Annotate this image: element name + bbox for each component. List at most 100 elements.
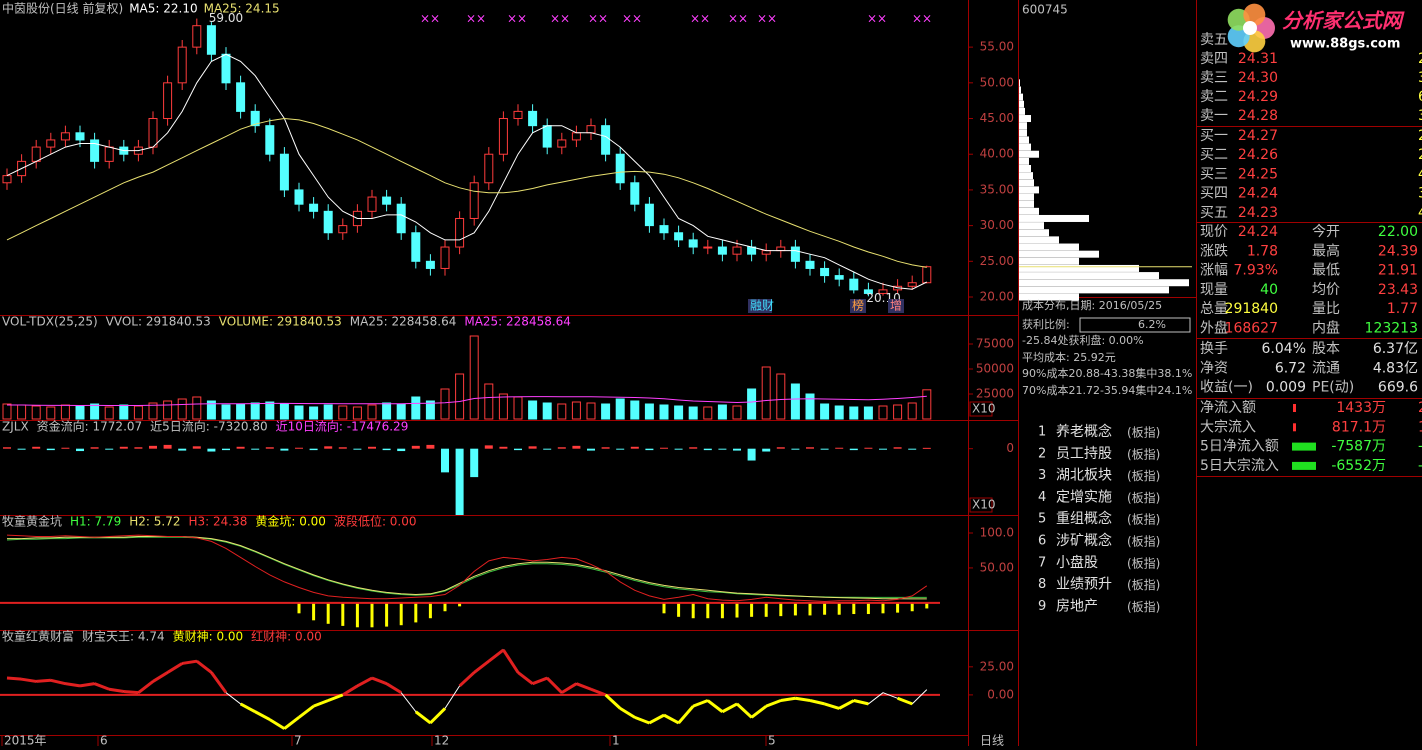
signal-mark: ×× <box>690 12 710 26</box>
concept-tag: (板指) <box>1127 425 1160 440</box>
y-tick-label: 75000 <box>976 337 1014 351</box>
chip-bar <box>1019 143 1031 151</box>
multiplier-box <box>969 401 993 417</box>
quote-cell: 817.1万 <box>1332 419 1386 435</box>
wealth-segment <box>750 704 768 719</box>
flow-bar <box>484 445 493 449</box>
wealth-segment <box>429 707 447 725</box>
quote-cell: 425 <box>1418 205 1422 221</box>
flow-bar <box>163 444 172 449</box>
stock-code: 600745 <box>1022 3 1068 17</box>
quote-cell: 669.6 <box>1378 380 1418 396</box>
chart-header: MA5: 22.10 <box>129 2 197 16</box>
candle-body <box>31 146 41 162</box>
volume-bar <box>2 403 12 420</box>
quote-cell: 股本 <box>1312 341 1340 357</box>
candle-body <box>659 225 669 234</box>
logo-center <box>1243 21 1257 35</box>
candle-body <box>717 246 727 255</box>
flow-bar <box>616 448 625 450</box>
candle-body <box>630 182 640 205</box>
quote-cell: 168627 <box>1225 321 1278 337</box>
quote-cell: 最高 <box>1312 242 1340 259</box>
flow-indicator <box>1293 423 1296 432</box>
volume-bar <box>557 403 567 420</box>
quote-cell: 24.27 <box>1238 128 1278 144</box>
panel-header: H2: 5.72 <box>129 515 180 529</box>
quote-cell: 涨跌 <box>1200 243 1228 259</box>
panel-header: VOLUME: 291840.53 <box>219 315 342 329</box>
volume-bar <box>863 406 873 420</box>
volume-bar <box>834 405 844 420</box>
quote-cell: 21 <box>1418 51 1422 67</box>
flow-indicator <box>1292 442 1316 451</box>
quote-cell: 2% <box>1418 400 1422 416</box>
wealth-segment <box>809 699 825 706</box>
wealth-segment <box>313 699 329 708</box>
concept-num: 1 <box>1038 425 1046 440</box>
wealth-segment <box>648 713 665 725</box>
flow-bar <box>280 448 289 451</box>
candle-body <box>834 275 844 280</box>
quote-cell: PE(动) <box>1312 380 1354 396</box>
wealth-segment <box>677 705 695 724</box>
wealth-segment <box>181 659 198 665</box>
wealth-segment <box>6 676 22 681</box>
chip-bar <box>1019 172 1033 180</box>
wealth-segment <box>356 676 373 688</box>
multiplier-box <box>969 497 993 513</box>
volume-bar <box>396 403 406 420</box>
flow-bar <box>733 448 741 451</box>
volume-bar <box>761 366 771 420</box>
flow-bar <box>411 445 420 449</box>
volume-bar <box>338 405 348 420</box>
flow-bar <box>76 448 84 452</box>
panel-header: VOL-TDX(25,25) <box>2 315 98 329</box>
quote-cell: 24.30 <box>1238 70 1278 86</box>
chip-bar <box>1019 214 1089 222</box>
flow-bar <box>776 447 785 449</box>
quote-cell: 卖四 <box>1200 51 1228 67</box>
quote-cell: 6.04% <box>1262 341 1306 357</box>
volume-bar <box>732 405 742 420</box>
candle-body <box>805 260 815 269</box>
quote-cell: 1.77 <box>1387 301 1418 317</box>
flow-bar <box>236 446 245 449</box>
volume-bar <box>309 406 319 420</box>
quote-cell: 买五 <box>1200 205 1228 221</box>
concept-num: 3 <box>1038 468 1046 483</box>
quote-cell: 24.25 <box>1238 166 1278 182</box>
candle-body <box>367 196 377 212</box>
chip-info: 平均成本: 25.92元 <box>1022 350 1116 364</box>
candle-body <box>922 266 932 284</box>
volume-bar <box>411 396 421 420</box>
volume-bar <box>163 400 173 420</box>
volume-bar <box>776 373 786 420</box>
concept-num: 8 <box>1038 577 1046 592</box>
y-tick-label: 20.00 <box>980 290 1014 304</box>
wealth-segment <box>210 671 228 694</box>
volume-bar <box>31 405 41 420</box>
concept-num: 7 <box>1038 555 1046 570</box>
flow-bar <box>806 447 814 449</box>
flow-bar <box>557 447 566 449</box>
volume-bar <box>922 389 932 420</box>
candle-body <box>542 125 552 148</box>
candle-body <box>907 282 917 287</box>
flow-bar <box>718 448 727 450</box>
candle-body <box>309 203 319 212</box>
panel-header: MA25: 228458.64 <box>464 315 571 329</box>
candle-body <box>484 153 494 184</box>
quote-cell: 现量 <box>1200 282 1228 298</box>
quote-cell: 均价 <box>1312 282 1340 298</box>
volume-ma-line <box>7 395 927 407</box>
wealth-segment <box>123 690 139 695</box>
gold-line <box>6 536 927 598</box>
flow-bar <box>368 446 376 449</box>
volume-bar <box>644 403 654 420</box>
quote-cell: 24.31 <box>1238 51 1278 67</box>
volume-bar <box>382 402 392 420</box>
candle-body <box>382 196 392 205</box>
quote-cell: 24.39 <box>1378 243 1418 259</box>
quote-cell: 24.24 <box>1238 224 1278 240</box>
